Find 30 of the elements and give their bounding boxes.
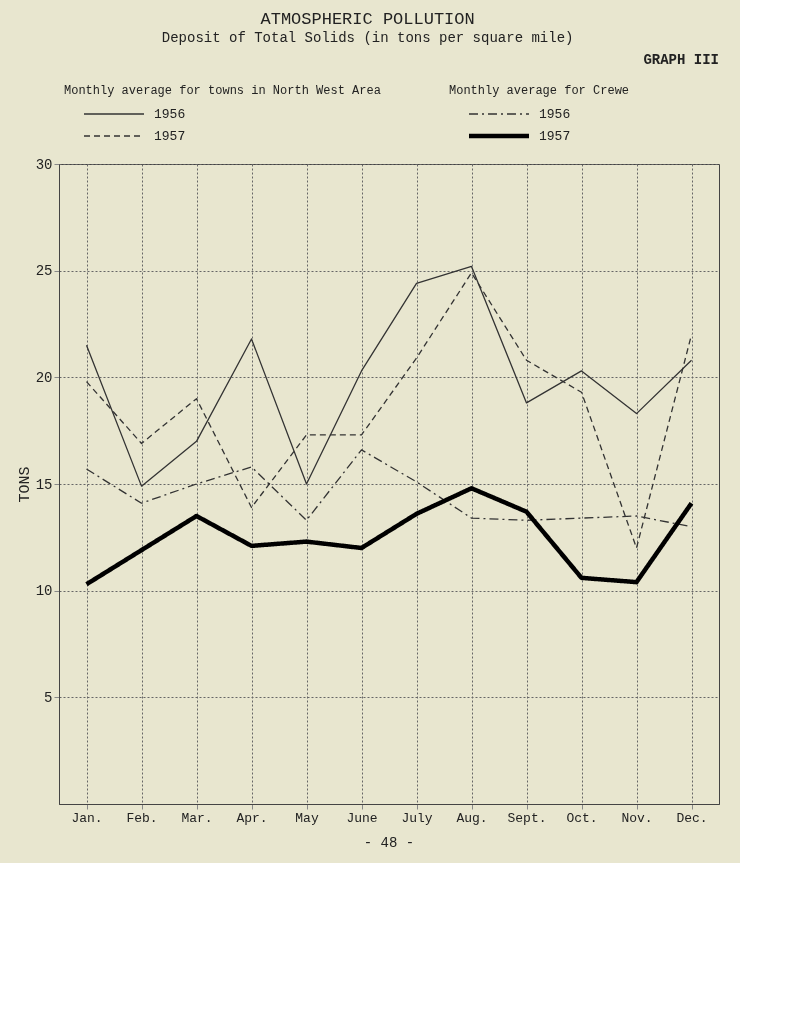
line-series [84,486,694,587]
y-tick-label: 15 [35,476,53,493]
x-tick-label: Mar. [181,810,213,826]
y-tick-label: 5 [44,689,53,706]
x-tick-label: Apr. [236,810,268,826]
text: GRAPH III [643,52,719,68]
x-tick-label: July [401,810,433,826]
text: Monthly average for Crewe [449,84,630,98]
x-tick-label: Oct. [566,810,598,826]
x-tick-label: Jan. [71,810,103,826]
y-tick-label: 20 [35,369,53,386]
x-tick-label: Nov. [621,810,653,826]
x-tick-label: May [295,810,319,826]
x-tick-label: Dec. [676,810,708,826]
text: Monthly average for towns in North West Area [64,84,381,98]
y-tick-label: 25 [35,263,53,280]
legend-label: 1957 [154,129,186,144]
x-tick-label: Aug. [456,810,488,826]
text: - 48 - [363,835,415,851]
x-tick-label: Feb. [126,810,158,826]
legend-label: 1957 [539,129,571,144]
chart-subtitle: Deposit of Total Solids (in tons per square mile) [161,30,574,46]
x-tick-label: June [346,810,378,826]
legend-label: 1956 [539,107,571,122]
y-axis-title: TONS [16,466,34,503]
x-tick-label: Sept. [507,810,547,826]
chart-title: ATMOSPHERIC POLLUTION [260,10,475,29]
legend-label: 1956 [154,107,186,122]
y-tick-label: 30 [35,156,53,173]
y-tick-label: 10 [35,583,53,600]
